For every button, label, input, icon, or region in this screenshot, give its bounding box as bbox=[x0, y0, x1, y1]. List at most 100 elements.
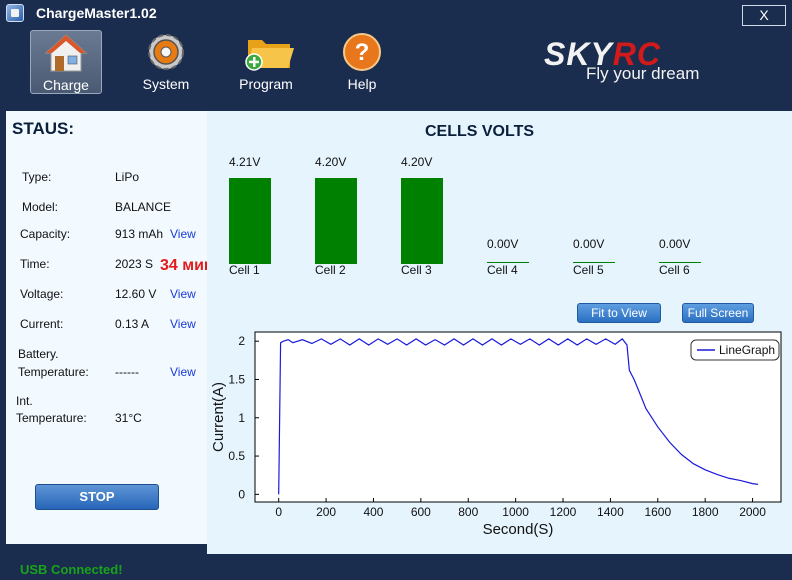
cell-4: 0.00V Cell 4 bbox=[487, 153, 547, 283]
legend-label: LineGraph bbox=[719, 343, 775, 357]
y-tick-label: 0 bbox=[238, 487, 245, 501]
battery-temp-view-link[interactable]: View bbox=[170, 365, 196, 379]
main-area: CELLS VOLTS 4.21V Cell 1 4.20V Cell 2 4.… bbox=[207, 111, 792, 554]
cell-name: Cell 4 bbox=[487, 263, 518, 277]
house-icon bbox=[44, 33, 88, 73]
x-tick-label: 1000 bbox=[502, 505, 529, 519]
x-tick-label: 400 bbox=[363, 505, 383, 519]
x-axis-label: Second(S) bbox=[483, 521, 554, 538]
voltage-value: 12.60 V bbox=[115, 287, 157, 301]
y-tick-label: 1.5 bbox=[228, 372, 245, 386]
program-tool-button[interactable]: Program bbox=[230, 30, 302, 94]
current-value: 0.13 A bbox=[115, 317, 150, 331]
stop-button[interactable]: STOP bbox=[35, 484, 159, 510]
cell-bar bbox=[315, 178, 357, 264]
help-tool-button[interactable]: ? Help bbox=[326, 30, 398, 94]
capacity-view-link[interactable]: View bbox=[170, 227, 196, 241]
full-screen-button[interactable]: Full Screen bbox=[682, 303, 754, 323]
series-line bbox=[278, 338, 759, 495]
current-label: Current: bbox=[20, 317, 64, 331]
window-title: ChargeMaster1.02 bbox=[36, 5, 157, 21]
cell-1: 4.21V Cell 1 bbox=[229, 153, 289, 283]
status-panel: STAUS: Type: LiPo Model: BALANCE Capacit… bbox=[6, 111, 207, 544]
legend-box bbox=[690, 339, 780, 361]
cell-voltage: 4.20V bbox=[401, 155, 433, 169]
battery-temp-value: ------ bbox=[115, 365, 139, 379]
svg-text:?: ? bbox=[355, 39, 370, 66]
cell-voltage: 0.00V bbox=[487, 237, 519, 251]
cell-bar bbox=[229, 178, 271, 264]
cell-voltage: 0.00V bbox=[573, 237, 605, 251]
x-tick-label: 200 bbox=[316, 505, 336, 519]
cell-voltage: 0.00V bbox=[659, 237, 691, 251]
int-temp-label-line1: Int. bbox=[16, 394, 33, 408]
cell-5: 0.00V Cell 5 bbox=[573, 153, 633, 283]
type-label: Type: bbox=[22, 170, 52, 184]
close-button[interactable]: X bbox=[742, 5, 786, 26]
x-tick-label: 1400 bbox=[597, 505, 624, 519]
capacity-label: Capacity: bbox=[20, 227, 71, 241]
y-tick-label: 1 bbox=[238, 411, 245, 425]
system-tool-label: System bbox=[142, 76, 190, 92]
y-tick-label: 2 bbox=[238, 334, 245, 348]
cell-voltage: 4.20V bbox=[315, 155, 347, 169]
x-tick-label: 1600 bbox=[644, 505, 671, 519]
cell-name: Cell 6 bbox=[659, 263, 690, 277]
cell-name: Cell 2 bbox=[315, 263, 346, 277]
x-tick-label: 600 bbox=[411, 505, 431, 519]
cell-bar bbox=[659, 262, 701, 263]
cell-name: Cell 5 bbox=[573, 263, 604, 277]
x-tick-label: 800 bbox=[458, 505, 478, 519]
toolbar: Charge System Program ? bbox=[0, 28, 792, 110]
cell-voltage: 4.21V bbox=[229, 155, 261, 169]
status-bar: USB Connected! bbox=[0, 554, 792, 580]
program-tool-label: Program bbox=[239, 76, 293, 92]
cell-name: Cell 1 bbox=[229, 263, 260, 277]
time-value: 2023 S bbox=[115, 257, 154, 271]
app-icon bbox=[6, 4, 24, 22]
folder-add-icon bbox=[244, 32, 294, 72]
cell-3: 4.20V Cell 3 bbox=[401, 153, 461, 283]
int-temp-value: 31°C bbox=[115, 411, 142, 425]
voltage-view-link[interactable]: View bbox=[170, 287, 196, 301]
brand-logo: SKYRC Fly your dream bbox=[544, 36, 714, 92]
plot-area bbox=[254, 331, 782, 503]
system-tool-button[interactable]: System bbox=[130, 30, 202, 94]
cell-bar bbox=[401, 178, 443, 264]
time-label: Time: bbox=[20, 257, 50, 271]
brand-tagline: Fly your dream bbox=[586, 64, 700, 83]
charge-tool-label: Charge bbox=[43, 77, 89, 93]
title-bar: ChargeMaster1.02 X bbox=[0, 0, 792, 28]
y-axis-label: Current(A) bbox=[210, 382, 227, 452]
fit-to-view-button[interactable]: Fit to View bbox=[577, 303, 661, 323]
int-temp-label-line2: Temperature: bbox=[16, 411, 87, 425]
x-tick-label: 0 bbox=[275, 505, 282, 519]
help-tool-label: Help bbox=[347, 76, 377, 92]
battery-temp-label-line1: Battery. bbox=[18, 347, 59, 361]
cell-bar bbox=[573, 262, 615, 263]
capacity-value: 913 mAh bbox=[115, 227, 164, 241]
brand-name: SKYRC bbox=[544, 36, 662, 72]
status-title: STAUS: bbox=[12, 119, 75, 138]
cell-6: 0.00V Cell 6 bbox=[659, 153, 719, 283]
cell-2: 4.20V Cell 2 bbox=[315, 153, 375, 283]
x-tick-label: 1200 bbox=[550, 505, 577, 519]
model-value: BALANCE bbox=[115, 200, 172, 214]
current-view-link[interactable]: View bbox=[170, 317, 196, 331]
voltage-label: Voltage: bbox=[20, 287, 64, 301]
battery-temp-label-line2: Temperature: bbox=[18, 365, 89, 379]
cell-name: Cell 3 bbox=[401, 263, 432, 277]
y-tick-label: 0.5 bbox=[228, 449, 245, 463]
type-value: LiPo bbox=[115, 170, 140, 184]
x-tick-label: 1800 bbox=[692, 505, 719, 519]
charge-tool-button[interactable]: Charge bbox=[30, 30, 102, 94]
handwritten-note: 34 мин bbox=[160, 257, 214, 274]
cell-bar bbox=[487, 262, 529, 263]
usb-status: USB Connected! bbox=[20, 562, 123, 577]
cells-title: CELLS VOLTS bbox=[424, 123, 535, 140]
gear-icon bbox=[144, 32, 188, 72]
model-label: Model: bbox=[22, 200, 59, 214]
current-chart: 0 200 400 600 800 1000 1200 1400 1600 1800 2000 0 0.… bbox=[210, 331, 782, 538]
x-tick-label: 2000 bbox=[739, 505, 766, 519]
help-icon: ? bbox=[340, 32, 384, 72]
